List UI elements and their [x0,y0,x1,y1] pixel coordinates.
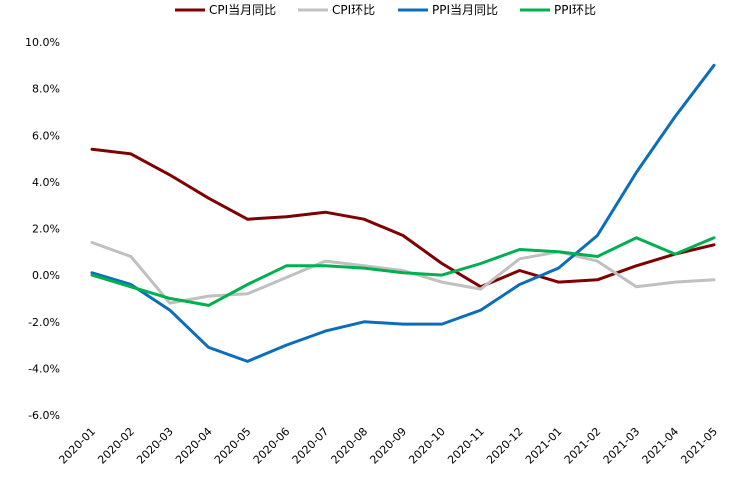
legend-label: CPI当月同比 [209,3,276,17]
legend-item: CPI环比 [298,3,375,17]
x-tick-label: 2020-12 [484,425,526,467]
y-tick-label: 6.0% [32,129,60,142]
legend-item: PPI环比 [520,3,596,17]
x-tick-label: 2020-04 [173,425,215,467]
x-tick-label: 2020-10 [406,425,448,467]
x-tick-label: 2020-06 [251,425,293,467]
x-tick-label: 2020-03 [134,425,176,467]
x-tick-label: 2020-11 [445,425,487,467]
y-tick-label: 10.0% [25,36,60,49]
series-lines [90,63,716,363]
x-tick-label: 2021-02 [562,425,604,467]
legend-item: CPI当月同比 [175,3,276,17]
legend-label: PPI当月同比 [432,3,498,17]
x-tick-label: 2020-01 [56,425,98,467]
y-tick-label: 8.0% [32,83,60,96]
legend-item: PPI当月同比 [398,3,498,17]
y-axis: 10.0% 8.0% 6.0% 4.0% 2.0% 0.0% -2.0% -4.0% -6.0% [25,36,60,422]
y-tick-label: -2.0% [28,316,60,329]
legend-label: PPI环比 [554,3,596,17]
y-tick-label: -4.0% [28,362,60,375]
x-tick-label: 2020-07 [290,425,332,467]
x-tick-label: 2021-04 [640,425,682,467]
x-axis: 2020-012020-022020-032020-042020-052020-… [56,425,720,467]
x-tick-label: 2021-03 [601,425,643,467]
y-tick-label: -6.0% [28,409,60,422]
x-tick-label: 2020-02 [95,425,137,467]
series-line-4 [90,236,716,307]
series-line-3 [90,63,716,363]
series-line-1 [90,147,716,289]
x-tick-label: 2021-05 [678,425,720,467]
x-tick-label: 2020-09 [367,425,409,467]
y-tick-label: 4.0% [32,176,60,189]
x-tick-label: 2020-05 [212,425,254,467]
series-line-2 [90,241,716,305]
x-tick-label: 2021-01 [523,425,565,467]
legend: CPI当月同比 CPI环比 PPI当月同比 PPI环比 [175,3,596,17]
y-tick-label: 2.0% [32,223,60,236]
legend-label: CPI环比 [332,3,375,17]
x-tick-label: 2020-08 [329,425,371,467]
y-tick-label: 0.0% [32,269,60,282]
